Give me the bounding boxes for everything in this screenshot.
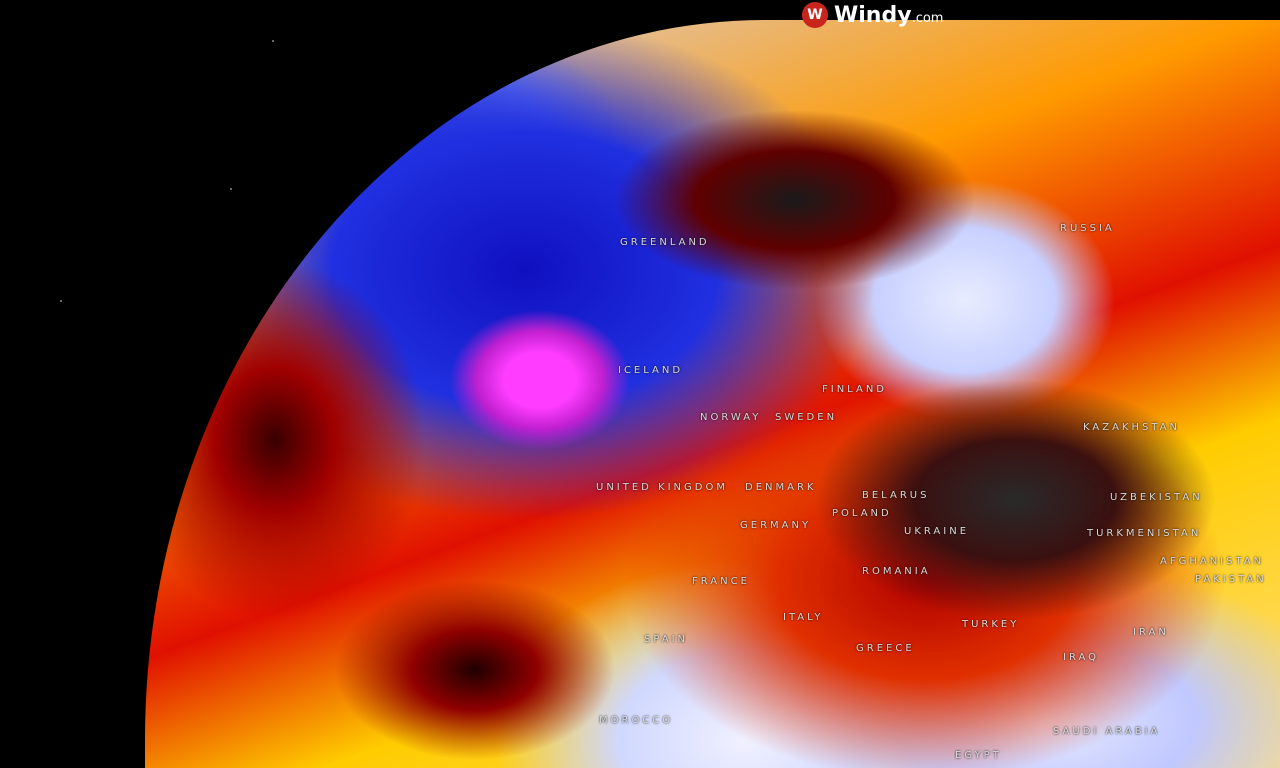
map-label-italy: ITALY	[783, 612, 824, 623]
map-label-poland: POLAND	[832, 508, 892, 519]
map-label-morocco: MOROCCO	[599, 715, 674, 726]
brand-name: Windy	[834, 2, 912, 28]
map-label-romania: ROMANIA	[862, 566, 931, 577]
map-label-russia: RUSSIA	[1060, 223, 1115, 234]
map-label-denmark: DENMARK	[745, 482, 817, 493]
map-label-iraq: IRAQ	[1063, 652, 1100, 663]
map-label-iceland: ICELAND	[618, 365, 684, 376]
map-label-ukraine: UKRAINE	[904, 526, 970, 537]
map-label-pakistan: PAKISTAN	[1195, 574, 1267, 585]
map-label-saudi-arabia: SAUDI ARABIA	[1053, 726, 1161, 737]
map-label-belarus: BELARUS	[862, 490, 930, 501]
map-label-turkey: TURKEY	[962, 619, 1020, 630]
star	[230, 188, 232, 190]
map-label-spain: SPAIN	[644, 634, 689, 645]
globe-temperature-layer[interactable]	[145, 20, 1280, 768]
map-label-afghanistan: AFGHANISTAN	[1160, 556, 1265, 567]
windy-logo-icon: W	[802, 2, 828, 28]
map-label-egypt: EGYPT	[955, 750, 1002, 761]
map-label-iran: IRAN	[1133, 627, 1169, 638]
map-label-united-kingdom: UNITED KINGDOM	[596, 482, 728, 493]
windy-logo[interactable]: W Windy.com	[802, 2, 943, 28]
map-label-sweden: SWEDEN	[775, 412, 838, 423]
map-label-kazakhstan: KAZAKHSTAN	[1083, 422, 1180, 433]
map-label-norway: NORWAY	[700, 412, 762, 423]
map-label-france: FRANCE	[692, 576, 750, 587]
map-label-germany: GERMANY	[740, 520, 812, 531]
star	[60, 300, 62, 302]
map-label-greece: GREECE	[856, 643, 915, 654]
map-label-greenland: GREENLAND	[620, 237, 710, 248]
map-label-uzbekistan: UZBEKISTAN	[1110, 492, 1203, 503]
star	[272, 40, 274, 42]
brand-suffix: .com	[911, 10, 944, 26]
map-label-finland: FINLAND	[822, 384, 888, 395]
map-label-turkmenistan: TURKMENISTAN	[1087, 528, 1202, 539]
